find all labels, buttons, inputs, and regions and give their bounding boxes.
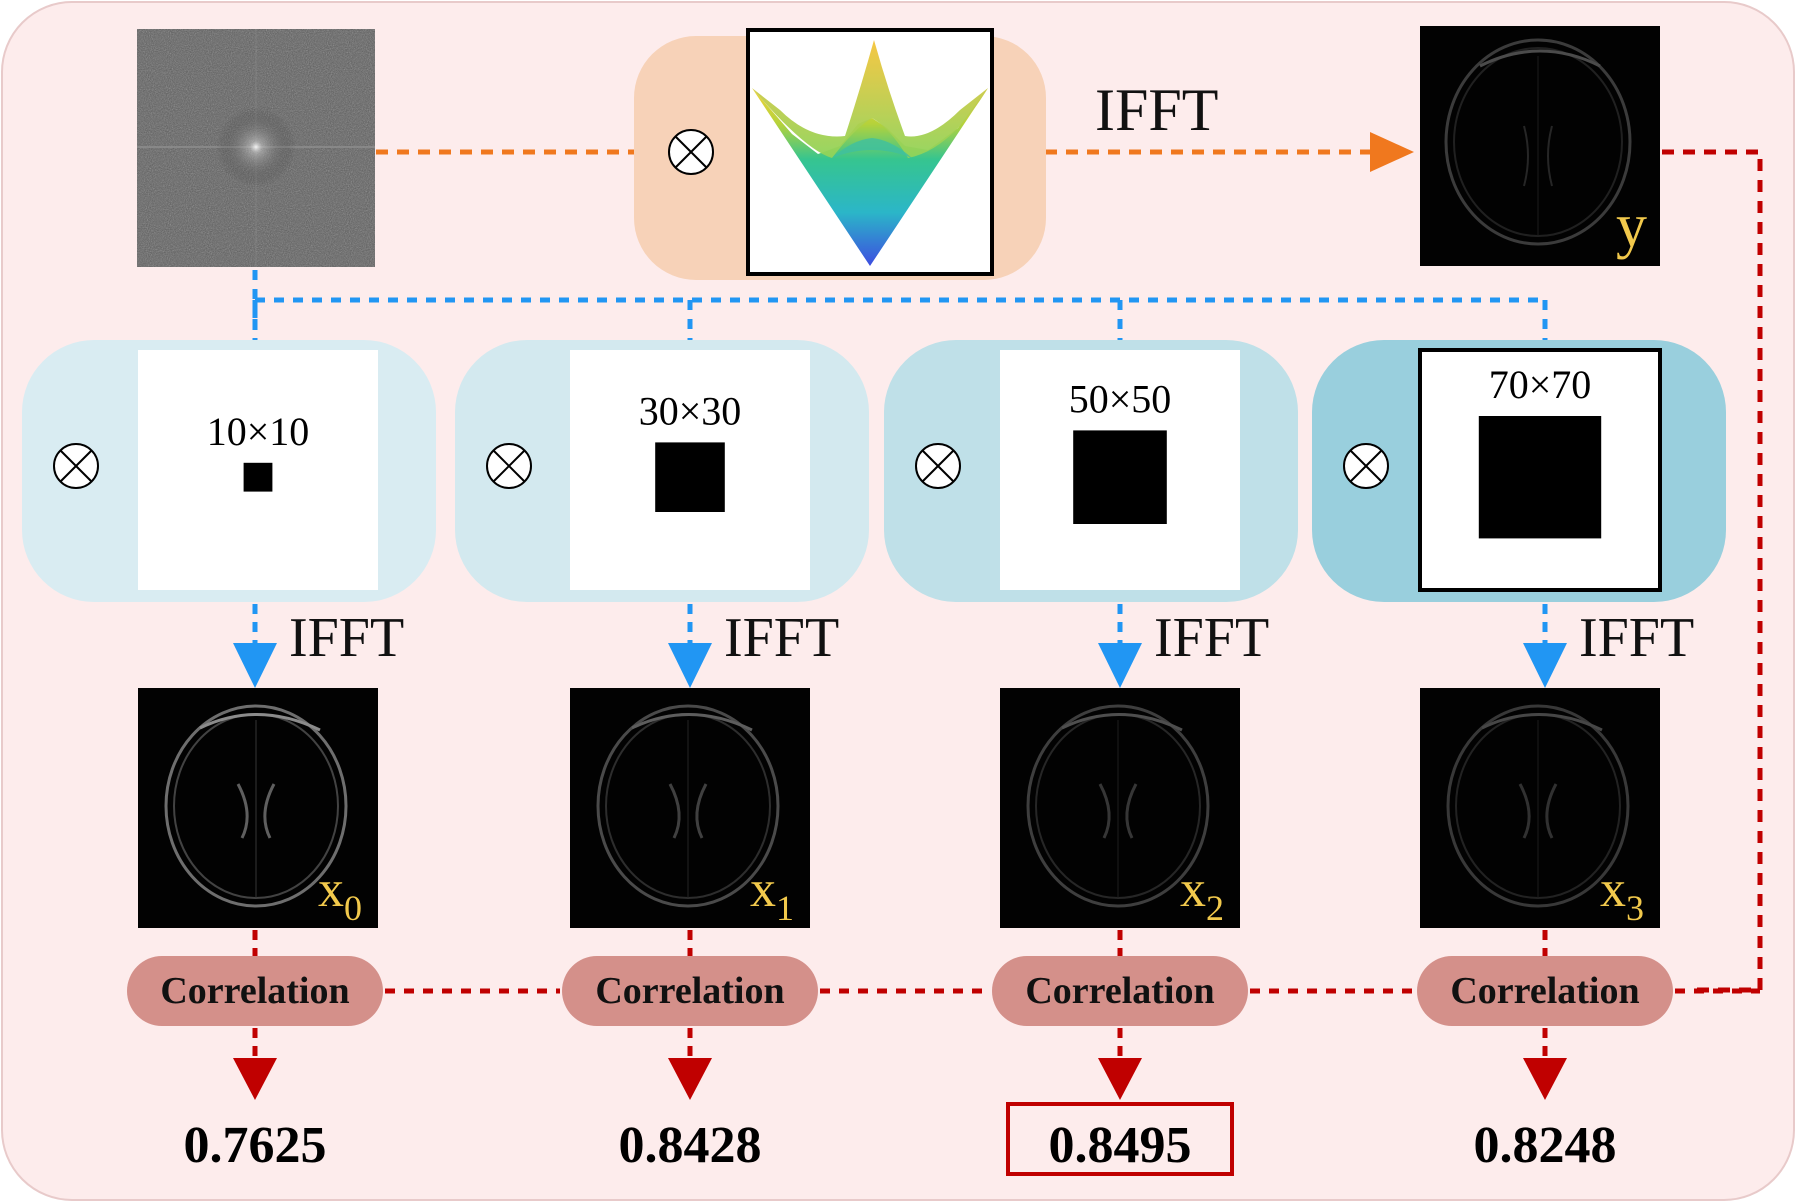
brain-outline bbox=[596, 704, 780, 908]
correlation-pill bbox=[127, 956, 383, 1026]
branch-2: IFFT x 2 Correlation 0.8495 bbox=[992, 604, 1269, 1176]
brain-outline bbox=[164, 704, 348, 908]
blue-arrowhead bbox=[668, 643, 712, 688]
red-feedback-connector bbox=[1662, 149, 1763, 993]
skull-outer bbox=[596, 704, 780, 908]
mask-panel-0: 10×10 bbox=[22, 300, 436, 602]
mask-panel-2: 50×50 bbox=[884, 300, 1298, 602]
correlation-label: Correlation bbox=[1450, 970, 1639, 1012]
mask-block bbox=[243, 462, 273, 492]
multiply-icon-stroke bbox=[922, 450, 954, 482]
kspace-image bbox=[137, 29, 375, 267]
mask-size-label: 10×10 bbox=[207, 409, 310, 454]
ventricles bbox=[1518, 783, 1558, 839]
multiply-icon-stroke bbox=[60, 450, 92, 482]
correlation-score: 0.8428 bbox=[619, 1117, 762, 1174]
ventricles bbox=[668, 783, 708, 839]
cortex-arc bbox=[1061, 713, 1183, 732]
cortex-arc bbox=[1481, 713, 1603, 732]
correlation-pill bbox=[562, 956, 818, 1026]
image-label-subscript: 2 bbox=[1206, 888, 1224, 928]
red-arrowhead bbox=[233, 1058, 277, 1100]
ventricles bbox=[236, 783, 276, 839]
image-label: x bbox=[1180, 861, 1206, 918]
image-label: x bbox=[750, 861, 776, 918]
orange-arrowhead bbox=[1370, 132, 1414, 172]
multiply-icon-stroke bbox=[493, 450, 525, 482]
image-label: x bbox=[318, 861, 344, 918]
skull-outer bbox=[1446, 704, 1630, 908]
mask-row: 10×10 30×30 50×50 70×70 bbox=[22, 300, 1726, 602]
correlation-pill bbox=[992, 956, 1248, 1026]
surface-plot-icon bbox=[752, 40, 988, 266]
ifft-label: IFFT bbox=[1579, 607, 1694, 669]
ifft-label: IFFT bbox=[289, 607, 404, 669]
mask-panel-3: 70×70 bbox=[1312, 300, 1726, 602]
brain-outline bbox=[1446, 704, 1630, 908]
red-arrowhead bbox=[668, 1058, 712, 1100]
mask-block bbox=[1073, 430, 1167, 524]
ifft-label: IFFT bbox=[724, 607, 839, 669]
mask-size-label: 30×30 bbox=[639, 388, 742, 433]
best-score-highlight bbox=[1006, 1102, 1234, 1176]
correlation-score: 0.8248 bbox=[1474, 1117, 1617, 1174]
mask-panel-1: 30×30 bbox=[455, 300, 869, 602]
skull-inner bbox=[1455, 713, 1621, 899]
correlation-pill bbox=[1417, 956, 1673, 1026]
image-label-subscript: 3 bbox=[1626, 888, 1644, 928]
correlation-score: 0.8495 bbox=[1049, 1117, 1192, 1174]
image-label-subscript: 1 bbox=[776, 888, 794, 928]
skull-outer bbox=[1026, 704, 1210, 908]
brain-outline bbox=[1026, 704, 1210, 908]
cortex-arc bbox=[199, 713, 321, 732]
top-ifft-label: IFFT bbox=[1095, 77, 1218, 143]
branch-1: IFFT x 1 Correlation 0.8428 bbox=[562, 604, 839, 1174]
image-label: x bbox=[1600, 861, 1626, 918]
red-arrowhead bbox=[1523, 1058, 1567, 1100]
image-label-subscript: 0 bbox=[344, 888, 362, 928]
blue-arrowhead bbox=[233, 643, 277, 688]
correlation-label: Correlation bbox=[595, 970, 784, 1012]
correlation-label: Correlation bbox=[1025, 970, 1214, 1012]
branch-3: IFFT x 3 Correlation 0.8248 bbox=[1417, 604, 1694, 1174]
mask-size-label: 50×50 bbox=[1069, 376, 1172, 421]
output-y-image: y bbox=[1420, 26, 1660, 266]
correlation-label: Correlation bbox=[160, 970, 349, 1012]
blue-arrowhead bbox=[1098, 643, 1142, 688]
y-label: y bbox=[1616, 192, 1647, 260]
blue-arrowhead bbox=[1523, 643, 1567, 688]
cortex-arc bbox=[631, 713, 753, 732]
ifft-label: IFFT bbox=[1154, 607, 1269, 669]
weighting-panel bbox=[634, 28, 1046, 280]
branch-0: IFFT x 0 Correlation 0.7625 bbox=[127, 604, 404, 1174]
mask-size-label: 70×70 bbox=[1489, 362, 1592, 407]
correlation-score: 0.7625 bbox=[184, 1117, 327, 1174]
multiply-icon-stroke bbox=[1350, 450, 1382, 482]
mask-block bbox=[1478, 416, 1602, 539]
mask-block bbox=[655, 442, 725, 512]
ventricles bbox=[1098, 783, 1138, 839]
red-arrowhead bbox=[1098, 1058, 1142, 1100]
image-background bbox=[1420, 688, 1660, 928]
skull-outer bbox=[164, 704, 348, 908]
